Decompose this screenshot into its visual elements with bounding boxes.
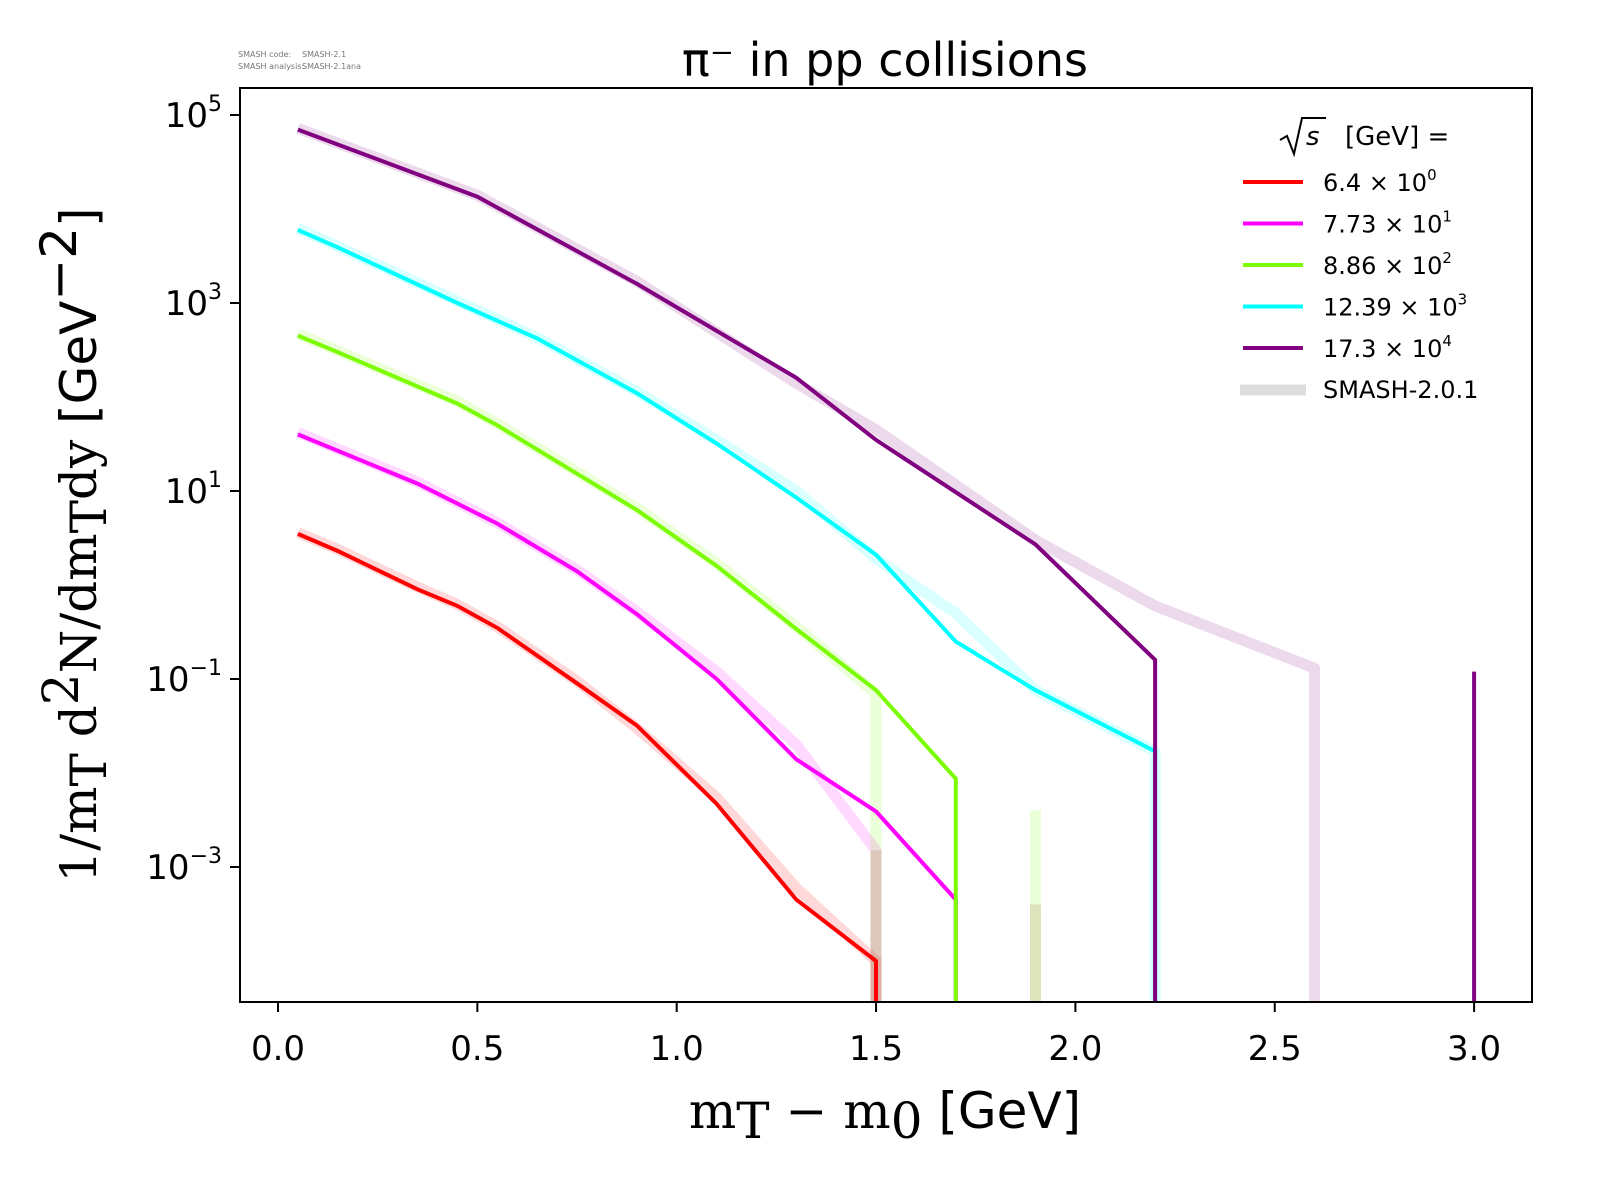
series-lines	[297, 127, 1477, 1002]
smash-info: SMASH code: SMASH-2.1 SMASH analysis: SM…	[238, 50, 361, 71]
y-tick-label: 10−3	[146, 844, 222, 888]
x-tick-label: 3.0	[1447, 1029, 1501, 1069]
legend-title-sqrt-s: s	[1306, 122, 1320, 152]
legend-label: 17.3 × 104	[1323, 332, 1452, 363]
legend-item: 7.73 × 101	[1243, 208, 1452, 239]
x-tick-label: 2.5	[1248, 1029, 1302, 1069]
legend-label: 12.39 × 103	[1323, 291, 1467, 322]
y-tick-label: 10−1	[146, 656, 222, 700]
series-line-4	[297, 127, 1158, 1002]
reference-line-4	[295, 123, 1321, 1002]
legend-item: 6.4 × 100	[1243, 166, 1437, 197]
legend-label-reference: SMASH-2.0.1	[1323, 376, 1478, 404]
svg-text:1/mT d2N/dmTdy [GeV−2]: 1/mT d2N/dmTdy [GeV−2]	[30, 207, 118, 882]
x-tick-label: 1.0	[650, 1029, 704, 1069]
legend-item: 12.39 × 103	[1243, 291, 1467, 322]
info-analysis-value: SMASH-2.1ana	[302, 62, 361, 71]
reference-line-1	[295, 427, 882, 1002]
legend-item: 17.3 × 104	[1243, 332, 1452, 363]
legend-item: 8.86 × 102	[1243, 249, 1452, 280]
reference-lines	[295, 123, 1321, 1002]
x-tick-label: 1.5	[849, 1029, 903, 1069]
legend-label: 8.86 × 102	[1323, 249, 1452, 280]
reference-line-3	[295, 223, 1161, 1002]
x-axis-ticks: 0.0 0.5 1.0 1.5 2.0 2.5 3.0	[251, 1002, 1501, 1069]
series-line-2	[297, 333, 958, 1002]
x-tick-label: 0.5	[450, 1029, 504, 1069]
reference-line-0	[295, 527, 882, 1002]
info-analysis-label: SMASH analysis:	[238, 62, 304, 71]
info-code-label: SMASH code:	[238, 50, 291, 59]
info-code-value: SMASH-2.1	[302, 50, 346, 59]
reference-line-2	[295, 328, 882, 1002]
y-tick-label: 103	[165, 280, 222, 324]
x-tick-label: 0.0	[251, 1029, 305, 1069]
plot-frame	[239, 87, 1533, 1003]
series-line-0	[297, 532, 878, 1002]
y-tick-label: 105	[165, 92, 222, 136]
x-axis-label: mT − m0 [GeV]	[689, 1082, 1081, 1150]
series-line-1	[297, 432, 958, 1002]
legend: s [GeV] = 6.4 × 100 7.73 × 101 8.86 × 102 1…	[1240, 117, 1478, 404]
y-tick-label: 101	[165, 468, 222, 512]
legend-title-text: [GeV] =	[1345, 122, 1449, 152]
y-axis-ticks: 105 103 101 10−1 10−3	[146, 92, 240, 888]
sqrt-symbol-icon	[1279, 117, 1326, 158]
y-axis-label: 1/mT d2N/dmTdy [GeV−2]	[30, 207, 118, 882]
series-line-3	[297, 228, 1158, 1002]
legend-label: 6.4 × 100	[1323, 166, 1437, 197]
x-tick-label: 2.0	[1048, 1029, 1102, 1069]
legend-title: s [GeV] =	[1279, 117, 1449, 158]
chart-title: π⁻ in pp collisions	[682, 33, 1088, 87]
legend-label: 7.73 × 101	[1323, 208, 1452, 239]
legend-item-reference: SMASH-2.0.1	[1240, 376, 1478, 404]
